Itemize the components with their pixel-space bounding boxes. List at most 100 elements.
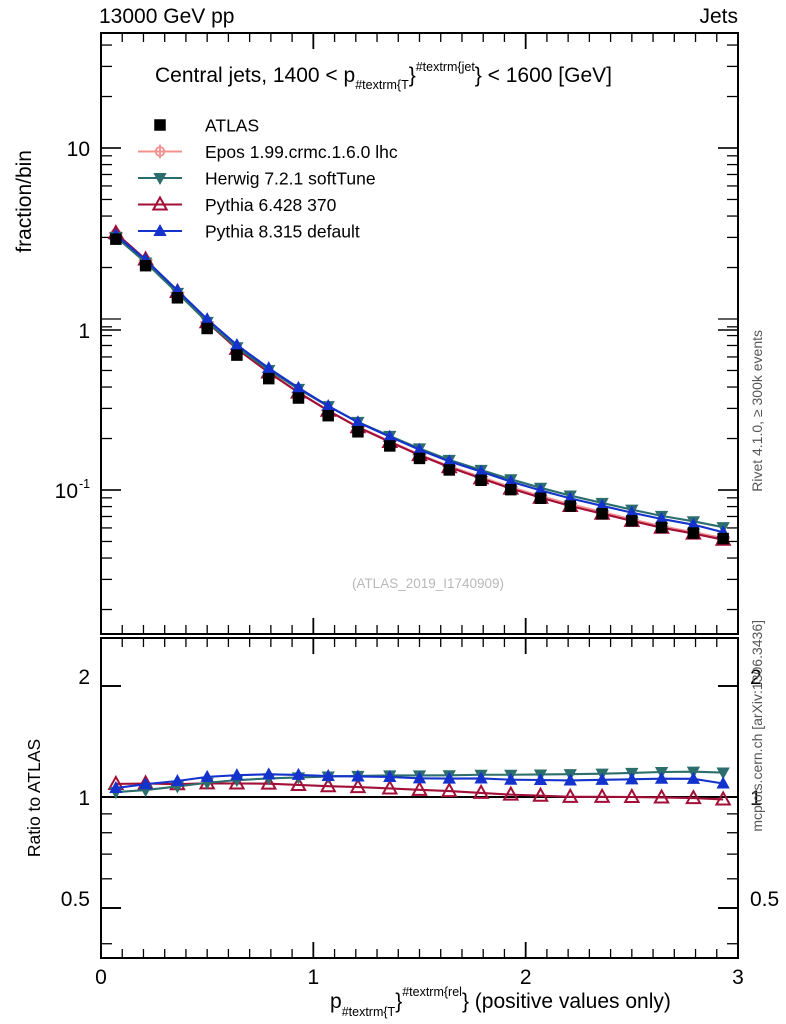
ratio-point <box>472 783 490 799</box>
data-point <box>625 505 639 518</box>
data-point <box>383 429 397 442</box>
data-point <box>534 492 547 504</box>
ratio-point <box>109 780 123 794</box>
legend: ATLAS Epos 1.99.crmc.1.6.0 lhc Herwig 7.2.… <box>138 116 398 242</box>
main-y-axis-label: fraction/bin <box>13 150 36 253</box>
legend-item: ATLAS <box>154 116 259 136</box>
data-point <box>262 361 276 374</box>
xtick-label-2: 2 <box>520 966 532 989</box>
ratio-series <box>109 767 730 794</box>
main-ytick-10: 10 <box>67 138 90 161</box>
svg-text:Central jets, 1400 < p#textrm{: Central jets, 1400 < p#textrm{T}#textrm{… <box>155 60 612 92</box>
xlabel-sup-rel: #textrm{rel <box>402 985 462 999</box>
data-point <box>504 474 518 487</box>
series-line <box>115 232 724 541</box>
ratio-point <box>228 774 246 790</box>
ratio-point <box>716 767 730 780</box>
ratio-ytick-0p5-right: 0.5 <box>750 888 779 911</box>
ratio-point <box>532 786 549 802</box>
data-series <box>107 224 732 546</box>
ratio-panel-ticks <box>100 638 739 958</box>
data-point <box>595 498 609 511</box>
data-point <box>533 483 548 496</box>
data-point <box>384 440 396 452</box>
legend-label: Pythia 8.315 default <box>205 222 360 242</box>
data-point <box>686 517 701 530</box>
xlabel-sub-T: #textrm{T <box>342 1005 396 1019</box>
ratio-point <box>381 779 399 795</box>
legend-marker <box>153 144 167 159</box>
ratio-point <box>138 777 153 790</box>
legend-marker <box>154 119 166 131</box>
title-brace-1: } <box>409 64 416 87</box>
svg-text:p#textrm{T}#textrm{rel} (posit: p#textrm{T}#textrm{rel} (positive values… <box>330 985 671 1019</box>
main-panel-frame <box>100 32 739 635</box>
data-point <box>655 521 668 534</box>
title-prefix: Central jets, 1400 < p <box>155 64 355 87</box>
main-ytick-0p1: 10 <box>55 480 78 503</box>
ratio-point <box>321 769 335 782</box>
data-point <box>200 312 214 325</box>
ratio-ytick-2: 2 <box>78 666 90 689</box>
ratio-point <box>291 767 306 780</box>
series-line <box>115 232 724 540</box>
ratio-y-axis-label: Ratio to ATLAS <box>24 739 44 857</box>
legend-marker <box>153 172 167 185</box>
data-point <box>687 527 700 539</box>
xlabel-p: p <box>330 990 342 1013</box>
main-data-series <box>107 224 732 546</box>
data-series <box>109 227 730 538</box>
main-panel-x-ticks <box>100 33 739 634</box>
analysis-watermark: (ATLAS_2019_I1740909) <box>352 576 504 591</box>
legend-item: Pythia 8.315 default <box>138 222 360 242</box>
ratio-point <box>714 790 732 806</box>
data-point <box>231 349 243 361</box>
data-point <box>291 380 306 393</box>
ratio-point <box>170 774 185 787</box>
data-point <box>292 392 305 404</box>
ratio-ytick-2-right: 2 <box>750 666 762 689</box>
ratio-point <box>383 770 397 783</box>
ratio-data-series <box>107 766 732 806</box>
data-point <box>322 409 334 422</box>
data-point <box>442 454 456 467</box>
main-panel-y-ticks <box>101 44 738 611</box>
data-point <box>626 515 638 527</box>
xlabel-brace-1: } <box>395 990 402 1013</box>
ratio-point <box>262 767 276 780</box>
ratio-point <box>686 771 701 784</box>
title-brace-2: } <box>475 64 482 87</box>
legend-marker <box>153 224 167 237</box>
data-point <box>412 442 427 455</box>
data-point <box>230 337 244 350</box>
data-point <box>475 474 487 487</box>
main-ytick-0p1-exponent: -1 <box>79 477 90 491</box>
data-point <box>474 464 488 477</box>
data-point <box>171 292 184 304</box>
series-line <box>115 234 724 534</box>
data-series <box>109 231 730 535</box>
xtick-label-0: 0 <box>95 966 107 989</box>
ratio-point <box>412 771 427 784</box>
legend-label: Herwig 7.2.1 softTune <box>205 169 376 189</box>
legend-marker <box>151 195 169 211</box>
ratio-point <box>654 771 669 784</box>
ratio-point <box>351 769 365 782</box>
header-right-label: Jets <box>699 5 738 28</box>
ratio-point <box>319 777 337 793</box>
ratio-point <box>533 772 548 786</box>
header-left-label: 13000 GeV pp <box>99 5 234 28</box>
legend-label: Pythia 6.428 370 <box>205 195 337 215</box>
xtick-label-1: 1 <box>307 966 319 989</box>
ratio-ytick-1: 1 <box>78 787 90 810</box>
side-label-rivet: Rivet 4.1.0, ≥ 300k events <box>749 330 765 492</box>
data-point <box>505 483 517 496</box>
ratio-ytick-0p5: 0.5 <box>61 888 90 911</box>
ratio-point <box>411 780 428 796</box>
title-sup-jet: #textrm{jet <box>416 60 476 74</box>
side-label-mcplots: mcplots.cern.ch [arXiv:1306.3436] <box>749 620 765 832</box>
data-point <box>654 511 669 525</box>
ratio-point <box>716 776 730 789</box>
